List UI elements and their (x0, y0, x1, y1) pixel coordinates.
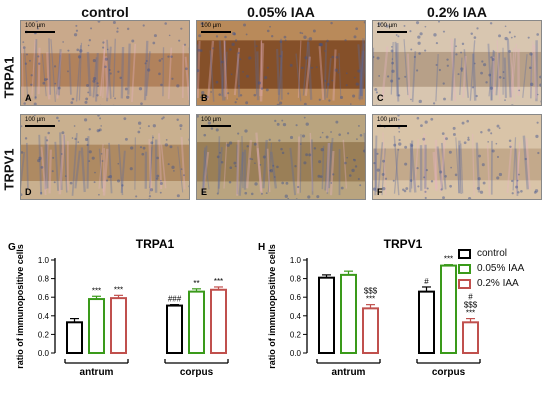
panel-label: E (201, 187, 208, 197)
panel-label: F (377, 187, 383, 197)
y-tick-label: 0.0 (38, 349, 50, 358)
panel-label: C (377, 93, 384, 103)
panel-label: A (25, 93, 32, 103)
bar-control-corpus (166, 304, 183, 354)
scale-bar (377, 31, 407, 33)
legend-swatch-005-iaa (458, 263, 471, 274)
legend-swatch-control (458, 248, 471, 259)
bar-02iaa-antrum (110, 297, 127, 354)
micrograph-image (21, 21, 189, 105)
micrograph-panel-a: 100 µm A (20, 20, 190, 106)
chart-panel-label: G (8, 242, 16, 253)
scale-bar (201, 125, 231, 127)
y-tick-label: 0.8 (290, 275, 302, 284)
row-header-trpv1: TRPV1 (1, 148, 17, 191)
chart-legend: control 0.05% IAA 0.2% IAA (458, 246, 524, 291)
bar-control-corpus (418, 290, 435, 354)
y-tick-label: 0.4 (38, 312, 50, 321)
significance-label: *** (214, 277, 223, 286)
significance-label: ### (168, 295, 182, 304)
column-header-005-iaa: 0.05% IAA (247, 4, 315, 20)
bar-005iaa-corpus (440, 264, 457, 354)
y-axis-label: ratio of immunopositive cells (267, 244, 277, 369)
y-tick-label: 0.4 (290, 312, 302, 321)
bar-02iaa-corpus (210, 288, 227, 354)
y-tick-label: 0.6 (290, 293, 302, 302)
y-axis-label: ratio of immunopositive cells (15, 244, 25, 369)
legend-item-005-iaa: 0.05% IAA (458, 261, 524, 276)
micrograph-panel-b: 100 µm B (196, 20, 366, 106)
legend-label-02-iaa: 0.2% IAA (477, 278, 519, 289)
significance-label: $$$ (364, 287, 378, 296)
significance-label: ** (193, 279, 199, 288)
scale-label: 100 µm (201, 117, 222, 123)
legend-label-005-iaa: 0.05% IAA (477, 263, 525, 274)
significance-label: *** (366, 295, 375, 304)
significance-label: *** (114, 285, 123, 294)
bar-charts: G TRPA1 0.0 0.2 0.4 0.6 0.8 1.0 ratio of immunop… (8, 237, 481, 378)
micrograph-panel-d: 100 µm D (20, 114, 190, 200)
bar-control-antrum (318, 276, 335, 354)
micrograph-image (373, 21, 541, 105)
column-header-02-iaa: 0.2% IAA (427, 4, 487, 20)
micrograph-image (197, 21, 365, 105)
significance-label: *** (444, 255, 453, 264)
x-category-label: antrum (80, 367, 114, 378)
y-tick-label: 1.0 (38, 256, 50, 265)
micrograph-panel-e: 100 µm E (196, 114, 366, 200)
column-header-control: control (81, 4, 129, 20)
scale-label: 100 µm (25, 23, 46, 29)
micrograph-image (373, 115, 541, 199)
significance-label: # (468, 293, 473, 302)
significance-label: # (424, 277, 429, 286)
micrograph-image (21, 115, 189, 199)
scale-bar (25, 125, 55, 127)
micrograph-panel-f: 100 µm F (372, 114, 542, 200)
y-tick-label: 0.2 (290, 330, 302, 339)
significance-label: *** (92, 286, 101, 295)
bar-02iaa-corpus (462, 321, 479, 354)
legend-item-02-iaa: 0.2% IAA (458, 276, 524, 291)
scale-label: 100 µm (25, 117, 46, 123)
x-category-label: corpus (432, 367, 466, 378)
bar-005iaa-antrum (340, 273, 357, 355)
y-tick-label: 0.8 (38, 275, 50, 284)
chart-panel-label: H (258, 242, 265, 253)
x-category-label: corpus (180, 367, 214, 378)
chart-title: TRPA1 (136, 237, 175, 251)
scale-label: 100 µm (377, 23, 398, 29)
scale-label: 100 µm (377, 117, 398, 123)
y-tick-label: 0.6 (38, 293, 50, 302)
bar-005iaa-corpus (188, 290, 205, 354)
row-header-trpa1: TRPA1 (1, 56, 17, 99)
y-tick-label: 0.0 (290, 349, 302, 358)
legend-swatch-02-iaa (458, 278, 471, 289)
bar-control-antrum (66, 321, 83, 354)
y-tick-label: 1.0 (290, 256, 302, 265)
scale-bar (377, 125, 407, 127)
x-category-label: antrum (332, 367, 366, 378)
panel-label: D (25, 187, 32, 197)
bar-02iaa-antrum (362, 307, 379, 354)
significance-label: $$$ (464, 301, 478, 310)
bar-005iaa-antrum (88, 298, 105, 354)
scale-bar (25, 31, 55, 33)
panel-label: B (201, 93, 208, 103)
significance-label: *** (466, 309, 475, 318)
legend-item-control: control (458, 246, 524, 261)
chart-title: TRPV1 (384, 237, 423, 251)
y-tick-label: 0.2 (38, 330, 50, 339)
micrograph-image (197, 115, 365, 199)
scale-bar (201, 31, 231, 33)
scale-label: 100 µm (201, 23, 222, 29)
micrograph-panel-c: 100 µm C (372, 20, 542, 106)
legend-label-control: control (477, 248, 508, 259)
